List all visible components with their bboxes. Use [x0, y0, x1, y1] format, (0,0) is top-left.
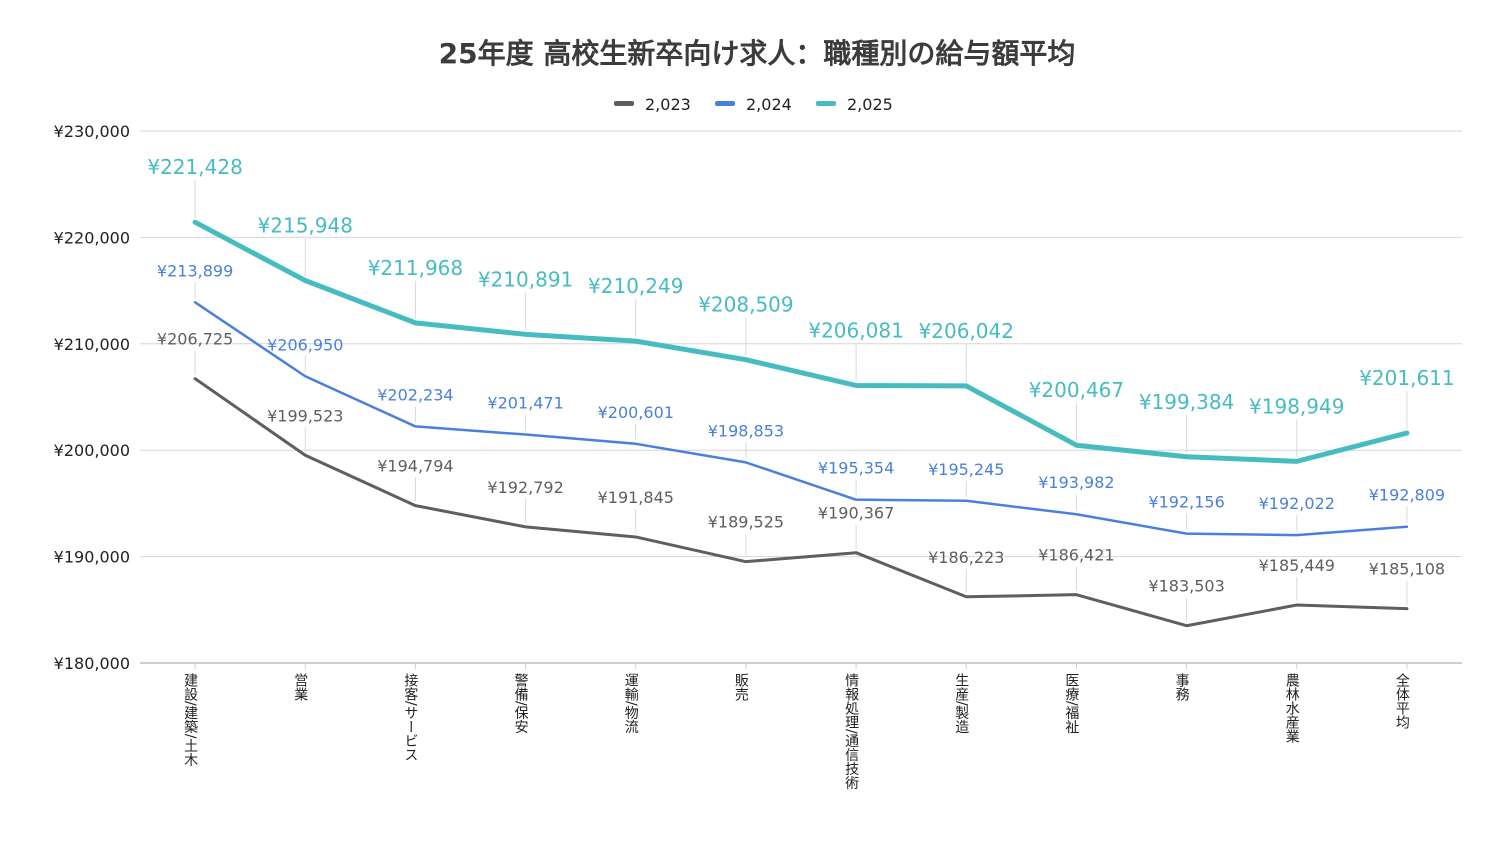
legend-label: 2,024: [746, 95, 792, 114]
data-label: ¥195,245: [928, 460, 1004, 479]
x-tick-label: 農林水産業: [1284, 673, 1300, 743]
data-label: ¥199,523: [267, 406, 343, 425]
data-label: ¥183,503: [1148, 577, 1224, 596]
data-label: ¥186,421: [1038, 546, 1114, 565]
x-axis-ticks: 建設/建築/土木 営業 接客/サービス 警備/保安 運輸/物流 販売 情報処理/通信技術 生産…: [182, 663, 1410, 791]
y-tick-label: ¥220,000: [54, 228, 130, 247]
data-label: ¥210,249: [588, 274, 683, 298]
chart-legend: 2,023 2,024 2,025: [614, 95, 893, 114]
x-tick-label: 建設/建築/土木: [182, 673, 198, 767]
data-label: ¥210,891: [478, 267, 573, 291]
legend-swatch: [614, 101, 634, 106]
data-label: ¥192,809: [1369, 486, 1445, 505]
data-label: ¥202,234: [377, 385, 453, 404]
data-label: ¥194,794: [377, 457, 453, 476]
data-label: ¥195,354: [818, 459, 894, 478]
y-axis-ticks: ¥180,000 ¥190,000 ¥200,000 ¥210,000 ¥220,000…: [54, 122, 130, 673]
data-label: ¥206,725: [157, 330, 233, 349]
y-tick-label: ¥210,000: [54, 335, 130, 354]
data-label: ¥199,384: [1139, 390, 1234, 414]
data-label: ¥198,853: [708, 421, 784, 440]
legend-swatch: [715, 101, 735, 106]
x-tick-label: 事務: [1174, 673, 1190, 702]
data-label: ¥185,108: [1369, 560, 1445, 579]
legend-swatch: [816, 101, 836, 106]
data-label: ¥185,449: [1259, 556, 1335, 575]
data-label: ¥206,042: [919, 319, 1014, 343]
data-label: ¥200,467: [1029, 378, 1124, 402]
series-lines: [192, 219, 1410, 628]
legend-label: 2,023: [645, 95, 691, 114]
data-label: ¥192,156: [1148, 493, 1224, 512]
x-tick-label: 警備/保安: [513, 673, 529, 734]
data-label: ¥221,428: [147, 155, 242, 179]
x-tick-label: 生産/製造: [953, 673, 969, 735]
x-tick-label: 医療/福祉: [1063, 673, 1079, 735]
data-label: ¥211,968: [368, 256, 463, 280]
y-tick-label: ¥230,000: [54, 122, 130, 141]
data-label: ¥191,845: [598, 488, 674, 507]
data-label: ¥190,367: [818, 504, 894, 523]
data-label: ¥213,899: [157, 261, 233, 280]
y-tick-label: ¥200,000: [54, 441, 130, 460]
y-tick-label: ¥180,000: [54, 654, 130, 673]
data-labels: ¥206,725 ¥199,523 ¥194,794 ¥192,792 ¥191,845…: [147, 155, 1455, 622]
data-label: ¥201,611: [1359, 366, 1454, 390]
data-label: ¥192,792: [487, 478, 563, 497]
data-label: ¥192,022: [1259, 494, 1335, 513]
data-label: ¥189,525: [708, 513, 784, 532]
data-label: ¥200,601: [598, 403, 674, 422]
data-label: ¥201,471: [487, 394, 563, 413]
x-tick-label: 営業: [292, 673, 308, 701]
series-line: [193, 301, 1409, 537]
legend-label: 2,025: [847, 95, 893, 114]
x-tick-label: 運輸/物流: [623, 673, 639, 735]
data-label: ¥206,081: [808, 318, 903, 342]
data-label: ¥208,509: [698, 293, 793, 317]
grid-lines: [140, 130, 1462, 664]
data-label: ¥215,948: [258, 214, 353, 238]
data-label: ¥198,949: [1249, 394, 1344, 418]
x-tick-label: 販売: [733, 673, 749, 702]
x-tick-label: 情報処理/通信技術: [843, 673, 859, 791]
y-tick-label: ¥190,000: [54, 548, 130, 567]
data-label: ¥206,950: [267, 335, 343, 354]
x-tick-label: 接客/サービス: [402, 672, 418, 761]
chart-title: 25年度 高校生新卒向け求人：職種別の給与額平均: [439, 37, 1076, 70]
x-tick-label: 全体平均: [1394, 672, 1410, 729]
data-label: ¥193,982: [1038, 473, 1114, 492]
series-line: [193, 377, 1409, 628]
series-line: [192, 219, 1410, 464]
data-label: ¥186,223: [928, 548, 1004, 567]
